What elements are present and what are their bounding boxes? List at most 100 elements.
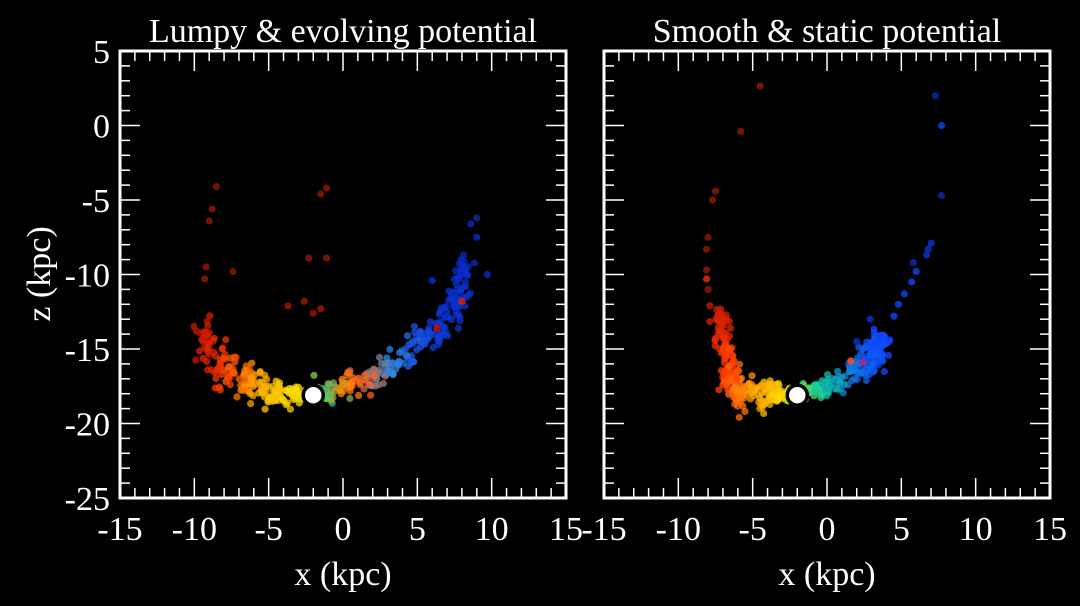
scatter-point (219, 344, 227, 352)
scatter-point (237, 386, 245, 394)
scatter-point (248, 359, 256, 367)
panel-title: Lumpy & evolving potential (149, 13, 537, 50)
scatter-point (377, 359, 385, 368)
scatter-point (206, 312, 214, 320)
scatter-point (714, 330, 722, 338)
scatter-point (346, 394, 354, 403)
scatter-point (226, 381, 234, 389)
y-axis-label: z (kpc) (21, 226, 58, 321)
scatter-point (711, 187, 720, 195)
scatter-point (847, 357, 855, 365)
scatter-point (225, 374, 234, 382)
scatter-point (717, 309, 726, 317)
scatter-point (847, 363, 855, 371)
scatter-point (225, 363, 233, 371)
scatter-point (284, 302, 292, 310)
progenitor-marker (301, 383, 326, 407)
scatter-point (834, 380, 842, 388)
scatter-point (262, 382, 270, 390)
scatter-point (445, 287, 453, 295)
scatter-point (833, 385, 842, 393)
scatter-point (778, 394, 787, 402)
scatter-point (711, 337, 719, 345)
scatter-point (216, 386, 224, 394)
scatter-point (241, 367, 249, 375)
y-tick-label: 0 (93, 109, 110, 146)
scatter-point (866, 351, 874, 359)
scatter-point (857, 368, 865, 376)
scatter-point (433, 334, 441, 343)
scatter-point (703, 266, 711, 274)
scatter-point (456, 317, 464, 325)
scatter-point (762, 398, 770, 406)
scatter-point (282, 401, 290, 409)
plot-frame (602, 49, 1052, 500)
axis-ticks (603, 50, 1051, 499)
scatter-point (876, 333, 885, 341)
scatter-point (416, 328, 424, 336)
panel-lumpy: Lumpy & evolving potential -15 -10 -5 0 5 10 1… (21, 13, 583, 593)
scatter-point (386, 345, 394, 353)
y-tick-label: -25 (65, 481, 110, 518)
scatter-point (870, 325, 878, 333)
scatter-point (323, 184, 331, 192)
scatter-point (815, 386, 823, 394)
x-tick-label: -10 (656, 511, 701, 548)
scatter-point (717, 367, 725, 375)
y-tick-label: 5 (93, 34, 110, 71)
x-tick-label: 15 (549, 511, 583, 548)
scatter-point (202, 263, 210, 271)
x-tick-label: -5 (739, 511, 767, 548)
scatter-point (866, 315, 874, 323)
scatter-point (737, 127, 745, 136)
scatter-point (826, 383, 834, 391)
scatter-point (757, 381, 765, 389)
scatter-point (413, 346, 421, 354)
scatter-point (383, 354, 391, 362)
scatter-point (775, 381, 783, 390)
scatter-point (853, 338, 861, 346)
scatter-point (437, 304, 446, 312)
scatter-point (760, 409, 768, 417)
scatter-point (192, 356, 200, 364)
y-tick-label: -15 (65, 332, 110, 369)
scatter-point (268, 397, 276, 405)
scatter-point (428, 276, 436, 285)
scatter-point (724, 374, 732, 382)
x-tick-label: 5 (409, 511, 426, 548)
scatter-point (317, 190, 325, 198)
scatter-point (706, 318, 714, 326)
scatter-point (329, 379, 338, 387)
scatter-point (726, 324, 735, 332)
scatter-point (729, 393, 738, 401)
scatter-points (703, 82, 946, 421)
scatter-point (396, 349, 404, 357)
scatter-point (255, 389, 263, 397)
scatter-point (203, 317, 211, 325)
scatter-point (863, 338, 871, 346)
scatter-point (909, 259, 917, 267)
x-axis-label: x (kpc) (294, 556, 391, 593)
scatter-point (300, 297, 308, 305)
scatter-point (409, 339, 417, 347)
x-tick-label: 0 (819, 511, 836, 548)
scatter-point (859, 358, 867, 366)
axis-ticks (119, 50, 567, 499)
scatter-point (361, 375, 369, 384)
scatter-point (712, 305, 721, 314)
scatter-point (205, 217, 213, 225)
scatter-point (341, 380, 349, 388)
scatter-point (370, 365, 378, 373)
scatter-point (394, 360, 402, 368)
scatter-point (271, 388, 279, 396)
scatter-point (210, 334, 218, 342)
scatter-point (205, 350, 213, 358)
scatter-point (212, 374, 220, 383)
scatter-point (470, 259, 478, 267)
scatter-point (207, 366, 215, 374)
x-tick-label: 5 (893, 511, 910, 548)
scatter-point (735, 413, 743, 421)
plot-frame (118, 49, 568, 500)
scatter-point (360, 385, 368, 393)
scatter-point (718, 321, 726, 329)
